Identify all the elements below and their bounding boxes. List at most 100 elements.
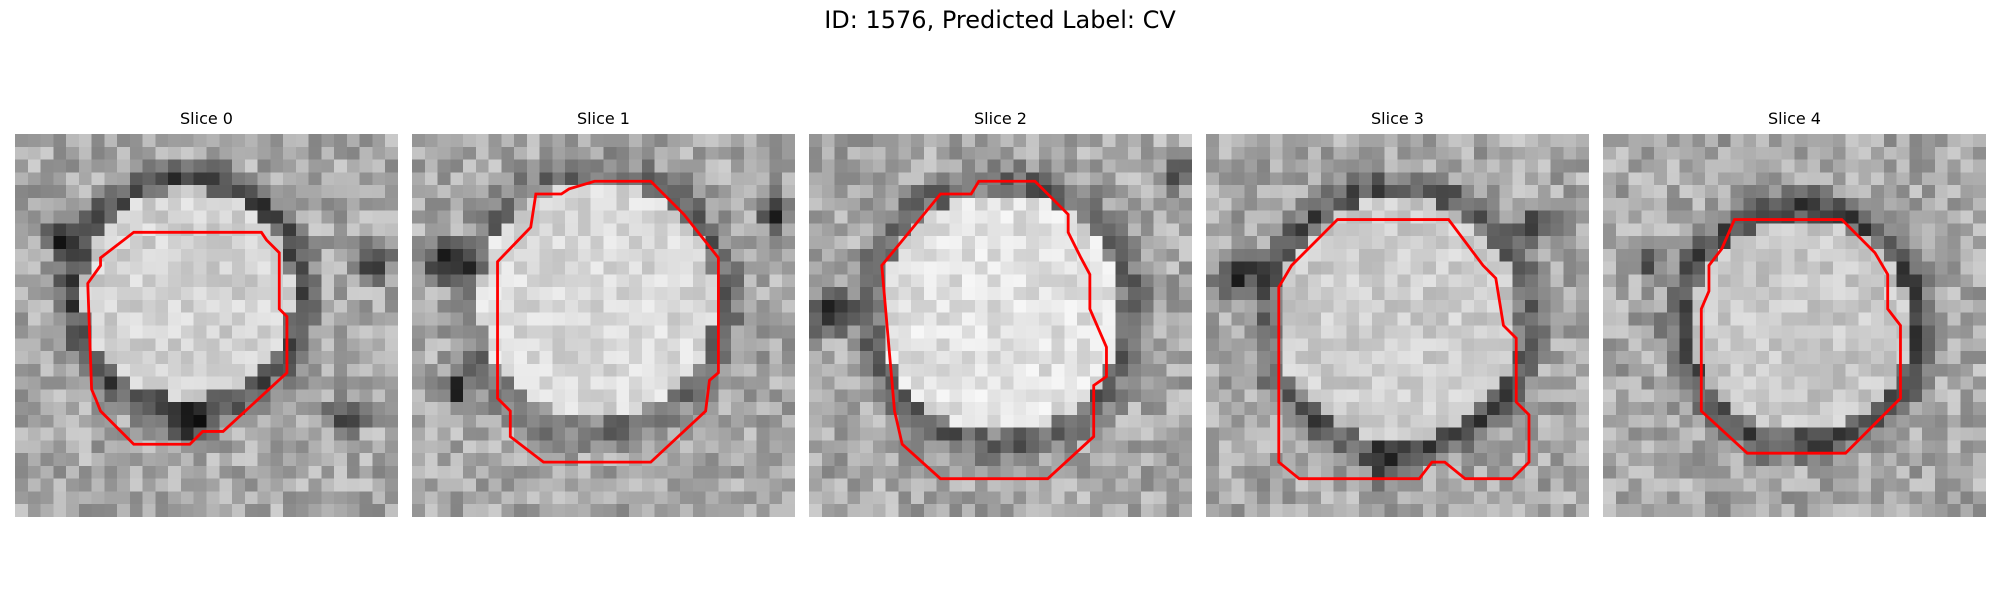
pixel — [923, 491, 937, 505]
pixel — [372, 146, 386, 160]
pixel — [219, 363, 233, 377]
pixel — [1371, 491, 1385, 505]
pixel — [1922, 363, 1936, 377]
pixel — [1832, 236, 1846, 250]
pixel — [1026, 440, 1040, 454]
pixel — [539, 351, 553, 365]
pixel — [129, 287, 143, 301]
pixel — [66, 159, 80, 173]
pixel — [463, 504, 477, 517]
pixel — [1730, 478, 1744, 492]
pixel — [782, 465, 795, 479]
pixel — [501, 465, 515, 479]
pixel — [1499, 210, 1513, 224]
pixel — [1525, 491, 1539, 505]
pixel — [1448, 248, 1462, 262]
pixel — [1140, 287, 1154, 301]
pixel — [1410, 376, 1424, 390]
pixel — [1807, 312, 1821, 326]
pixel — [1448, 312, 1462, 326]
pixel — [372, 312, 386, 326]
pixel — [1359, 504, 1373, 517]
pixel — [1423, 299, 1437, 313]
pixel — [1206, 299, 1220, 313]
pixel — [667, 146, 681, 160]
pixel — [743, 274, 757, 288]
pixel — [232, 440, 246, 454]
pixel — [962, 427, 976, 441]
pixel — [936, 134, 950, 148]
pixel — [1743, 274, 1757, 288]
pixel — [450, 287, 464, 301]
pixel — [603, 312, 617, 326]
pixel — [117, 363, 131, 377]
pixel — [1922, 376, 1936, 390]
pixel — [692, 478, 706, 492]
pixel — [949, 453, 963, 467]
pixel — [1346, 376, 1360, 390]
pixel — [463, 248, 477, 262]
pixel — [1128, 172, 1142, 186]
pixel — [1153, 223, 1167, 237]
pixel — [1679, 504, 1693, 517]
pixel — [1461, 159, 1475, 173]
pixel — [1371, 338, 1385, 352]
pixel — [385, 440, 398, 454]
pixel — [1550, 351, 1564, 365]
pixel — [1257, 312, 1271, 326]
pixel — [1603, 210, 1617, 224]
pixel — [590, 134, 604, 148]
pixel — [1807, 185, 1821, 199]
pixel — [629, 312, 643, 326]
pixel — [974, 402, 988, 416]
pixel — [590, 274, 604, 288]
pixel — [475, 134, 489, 148]
pixel — [769, 453, 783, 467]
pixel — [1435, 210, 1449, 224]
pixel — [40, 185, 54, 199]
pixel — [359, 312, 373, 326]
pixel — [514, 491, 528, 505]
pixel — [1820, 491, 1834, 505]
pixel — [821, 325, 835, 339]
pixel — [949, 312, 963, 326]
pixel — [743, 338, 757, 352]
pixel — [1320, 312, 1334, 326]
pixel — [834, 402, 848, 416]
pixel — [321, 427, 335, 441]
pixel — [565, 134, 579, 148]
pixel — [1206, 363, 1220, 377]
pixel — [847, 172, 861, 186]
pixel — [219, 134, 233, 148]
pixel — [1218, 185, 1232, 199]
pixel — [1051, 261, 1065, 275]
pixel — [1499, 427, 1513, 441]
pixel — [91, 478, 105, 492]
pixel — [1423, 236, 1437, 250]
pixel — [1026, 146, 1040, 160]
pixel — [142, 185, 156, 199]
pixel — [1461, 389, 1475, 403]
pixel — [1692, 261, 1706, 275]
pixel — [1820, 197, 1834, 211]
pixel — [283, 402, 297, 416]
pixel — [1064, 287, 1078, 301]
pixel — [1576, 274, 1589, 288]
pixel — [450, 389, 464, 403]
pixel — [552, 299, 566, 313]
pixel — [1781, 210, 1795, 224]
pixel — [91, 172, 105, 186]
pixel — [27, 453, 41, 467]
pixel — [142, 159, 156, 173]
pixel — [40, 338, 54, 352]
pixel — [1922, 491, 1936, 505]
pixel — [1218, 338, 1232, 352]
pixel — [885, 185, 899, 199]
pixel — [78, 185, 92, 199]
pixel — [450, 402, 464, 416]
pixel — [463, 427, 477, 441]
pixel — [1666, 363, 1680, 377]
pixel — [412, 287, 426, 301]
pixel — [1934, 491, 1948, 505]
pixel — [1820, 465, 1834, 479]
